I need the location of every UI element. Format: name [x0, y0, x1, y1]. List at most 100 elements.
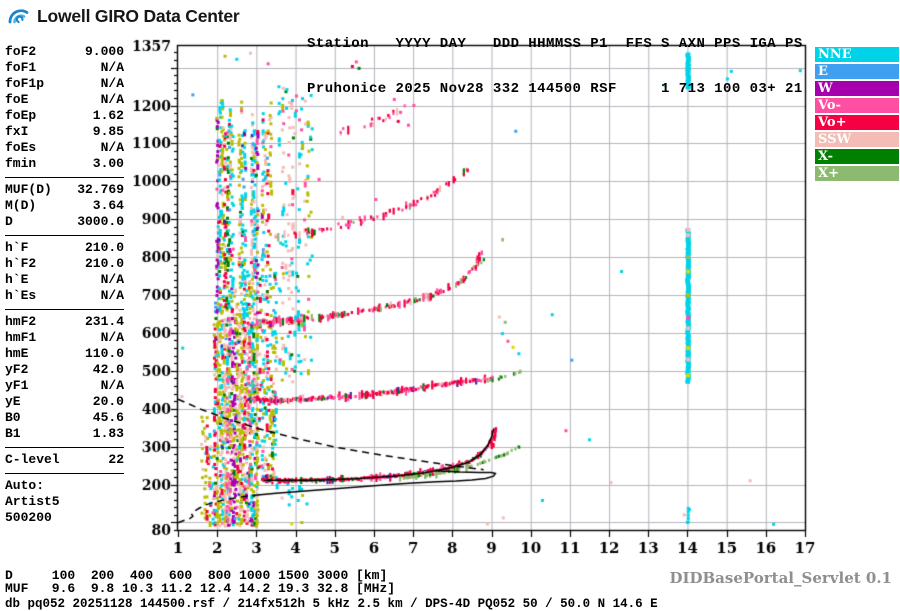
- param-row: Artist5: [5, 494, 124, 510]
- station-header-line1: Station YYYY DAY DDD HHMMSS P1 FFS S AXN…: [307, 36, 803, 52]
- param-value: 45.6: [92, 410, 124, 425]
- param-row: M(D) 3.64: [5, 198, 124, 214]
- legend-item-xplus: X+: [815, 166, 899, 181]
- panel-separator: [5, 447, 124, 448]
- trace-color-legend: NNE E W Vo- Vo+ SSW X- X+: [815, 47, 899, 183]
- param-label: B0: [5, 410, 21, 425]
- distance-row: D 100 200 400 600 800 1000 1500 3000 [km…: [5, 568, 388, 583]
- param-label: MUF(D): [5, 182, 52, 197]
- param-row: B1 1.83: [5, 426, 124, 442]
- param-label: hmE: [5, 346, 29, 361]
- legend-item-e: E: [815, 64, 899, 79]
- param-value: 9.000: [84, 44, 124, 59]
- param-label: h`F: [5, 240, 29, 255]
- param-value: 1.62: [92, 108, 124, 123]
- param-value: N/A: [100, 140, 124, 155]
- param-row: D 3000.0: [5, 214, 124, 230]
- param-value: 32.769: [77, 182, 124, 197]
- param-value: 110.0: [84, 346, 124, 361]
- param-label: h`Es: [5, 288, 37, 303]
- param-label: foF1: [5, 60, 37, 75]
- param-row: foEp 1.62: [5, 108, 124, 124]
- logo-text: Lowell GIRO Data Center: [37, 6, 240, 26]
- param-row: C-level 22: [5, 452, 124, 468]
- station-header-line2: Pruhonice 2025 Nov28 332 144500 RSF 1 71…: [307, 81, 803, 97]
- legend-item-nne: NNE: [815, 47, 899, 62]
- param-label: 500200: [5, 510, 52, 525]
- muf-row: MUF 9.6 9.8 10.3 11.2 12.4 14.2 19.3 32.…: [5, 581, 396, 596]
- panel-separator: [5, 177, 124, 178]
- param-value: 210.0: [84, 240, 124, 255]
- param-label: foEp: [5, 108, 37, 123]
- param-value: 3000.0: [77, 214, 124, 229]
- param-value: N/A: [100, 378, 124, 393]
- servlet-version-label: DIDBasePortal_Servlet 0.1: [669, 569, 892, 587]
- param-value: 20.0: [92, 394, 124, 409]
- param-label: h`E: [5, 272, 29, 287]
- param-row: fmin 3.00: [5, 156, 124, 172]
- param-label: yF2: [5, 362, 29, 377]
- param-row: hmF1 N/A: [5, 330, 124, 346]
- param-row: yE 20.0: [5, 394, 124, 410]
- param-row: foF2 9.000: [5, 44, 124, 60]
- param-row: Auto:: [5, 478, 124, 494]
- param-value: 9.85: [92, 124, 124, 139]
- panel-separator: [5, 309, 124, 310]
- lowell-giro-logo: Lowell GIRO Data Center: [8, 6, 240, 27]
- param-label: fmin: [5, 156, 37, 171]
- legend-item-xminus: X-: [815, 149, 899, 164]
- param-value: 22: [108, 452, 124, 467]
- param-row: fxI 9.85: [5, 124, 124, 140]
- measurement-status-line: db pq052 20251128 144500.rsf / 214fx512h…: [5, 596, 658, 611]
- param-row: h`F2 210.0: [5, 256, 124, 272]
- param-row: hmE 110.0: [5, 346, 124, 362]
- legend-item-vominus: Vo-: [815, 98, 899, 113]
- param-row: yF2 42.0: [5, 362, 124, 378]
- param-label: Artist5: [5, 494, 60, 509]
- param-row: foEs N/A: [5, 140, 124, 156]
- panel-separator: [5, 235, 124, 236]
- panel-separator: [5, 473, 124, 474]
- param-label: fxI: [5, 124, 29, 139]
- parameter-panel: foF2 9.000 foF1 N/A foF1p N/A foE N/A foEp 1.62 fx…: [5, 44, 124, 526]
- param-row: h`F 210.0: [5, 240, 124, 256]
- param-row: foE N/A: [5, 92, 124, 108]
- param-value: 210.0: [84, 256, 124, 271]
- param-label: C-level: [5, 452, 60, 467]
- param-value: N/A: [100, 330, 124, 345]
- param-row: 500200: [5, 510, 124, 526]
- param-row: foF1p N/A: [5, 76, 124, 92]
- param-label: h`F2: [5, 256, 37, 271]
- station-header: Station YYYY DAY DDD HHMMSS P1 FFS S AXN…: [307, 7, 803, 112]
- param-value: 1.83: [92, 426, 124, 441]
- param-label: hmF1: [5, 330, 37, 345]
- param-label: foF2: [5, 44, 37, 59]
- param-label: yF1: [5, 378, 29, 393]
- param-row: hmF2 231.4: [5, 314, 124, 330]
- param-label: foEs: [5, 140, 37, 155]
- param-value: N/A: [100, 92, 124, 107]
- param-value: N/A: [100, 60, 124, 75]
- param-row: yF1 N/A: [5, 378, 124, 394]
- param-label: hmF2: [5, 314, 37, 329]
- param-label: M(D): [5, 198, 37, 213]
- param-label: D: [5, 214, 13, 229]
- param-label: B1: [5, 426, 21, 441]
- param-label: foF1p: [5, 76, 45, 91]
- param-row: MUF(D) 32.769: [5, 182, 124, 198]
- param-value: N/A: [100, 272, 124, 287]
- param-value: 231.4: [84, 314, 124, 329]
- legend-item-w: W: [815, 81, 899, 96]
- param-value: 42.0: [92, 362, 124, 377]
- param-value: 3.64: [92, 198, 124, 213]
- param-label: foE: [5, 92, 29, 107]
- param-value: N/A: [100, 76, 124, 91]
- param-value: N/A: [100, 288, 124, 303]
- param-label: yE: [5, 394, 21, 409]
- giro-wave-icon: [8, 9, 29, 24]
- param-label: Auto:: [5, 478, 45, 493]
- param-row: h`E N/A: [5, 272, 124, 288]
- param-row: h`Es N/A: [5, 288, 124, 304]
- legend-item-voplus: Vo+: [815, 115, 899, 130]
